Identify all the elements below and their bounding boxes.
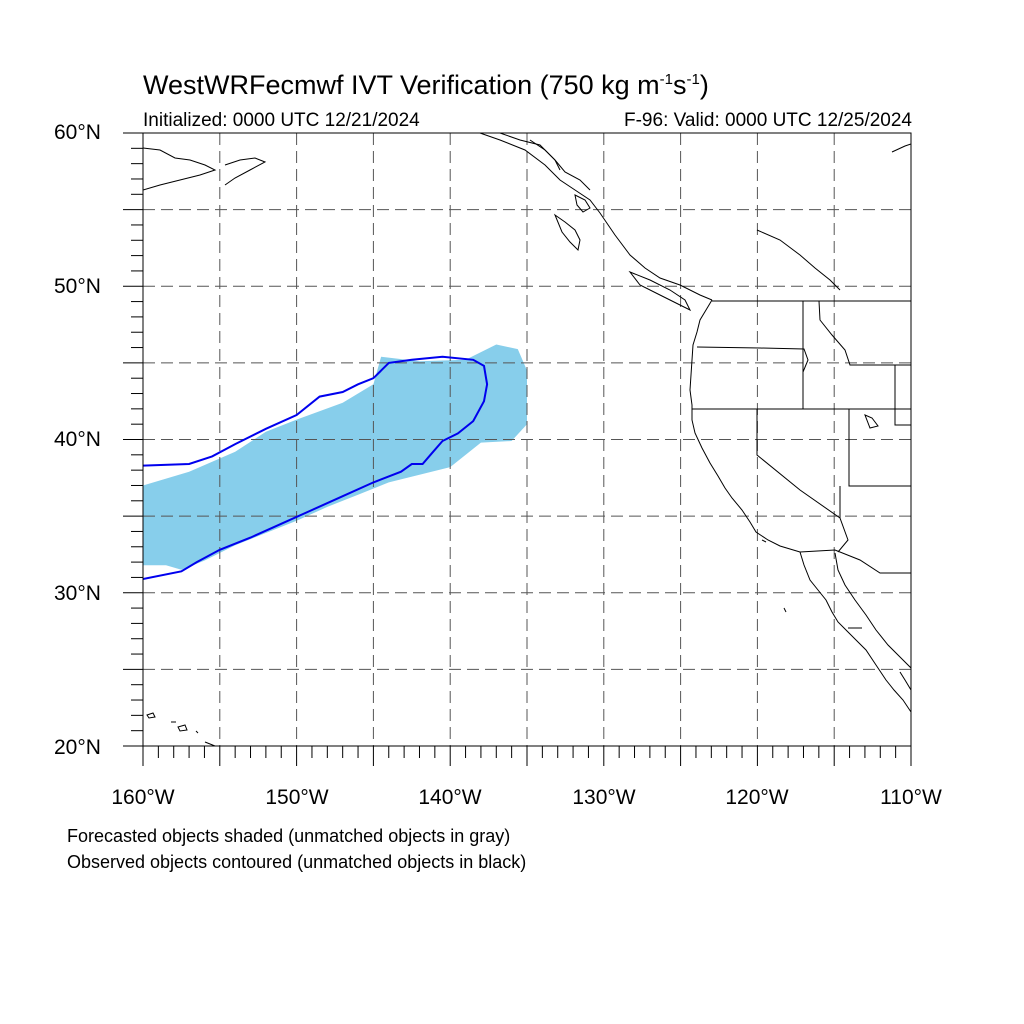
lon-label-120w: 120°W [725,786,789,809]
observed-object-contour [143,355,489,580]
lat-label-20n: 20°N [54,736,101,759]
lon-label-130w: 130°W [572,786,636,809]
lon-label-160w: 160°W [111,786,175,809]
lat-label-60n: 60°N [54,121,101,144]
axis-ticks [123,132,912,766]
lat-lon-grid [143,133,911,746]
forecast-note: Forecasted objects shaded (unmatched obj… [67,826,511,846]
lon-label-140w: 140°W [418,786,482,809]
observed-object [143,355,489,580]
map-title: WestWRFecmwf IVT Verification (750 kg m-… [143,70,709,100]
lat-label-30n: 30°N [54,582,101,605]
lon-label-150w: 150°W [265,786,329,809]
forecast-object-shading [143,344,527,570]
forecast-object [143,344,527,570]
lat-label-50n: 50°N [54,275,101,298]
lon-label-110w: 110°W [880,786,942,809]
lat-label-40n: 40°N [54,428,101,451]
coastlines-and-borders [143,133,911,746]
initialized-time: Initialized: 0000 UTC 12/21/2024 [143,110,420,131]
observed-note: Observed objects contoured (unmatched ob… [67,852,527,872]
valid-time: F-96: Valid: 0000 UTC 12/25/2024 [624,110,912,131]
